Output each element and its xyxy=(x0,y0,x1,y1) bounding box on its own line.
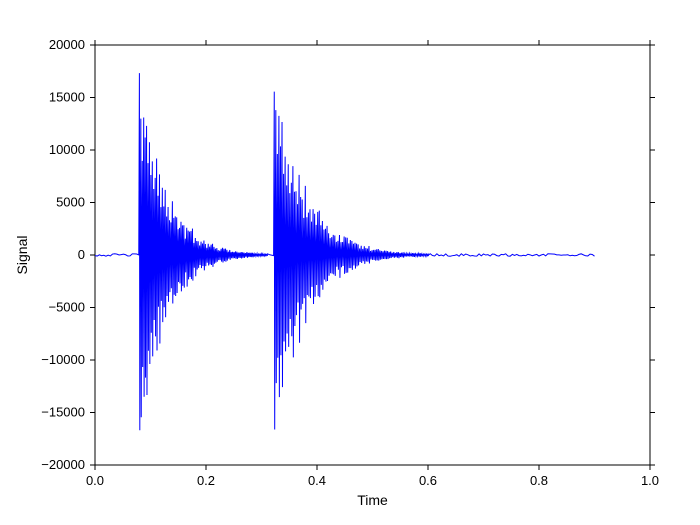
x-axis-label: Time xyxy=(357,492,388,508)
x-tick-label: 1.0 xyxy=(641,473,659,488)
x-tick-label: 0.6 xyxy=(419,473,437,488)
y-axis-label: Signal xyxy=(14,236,30,275)
x-tick-label: 0.4 xyxy=(308,473,326,488)
x-tick-label: 0.0 xyxy=(86,473,104,488)
signal-trace xyxy=(95,73,595,430)
y-tick-label: −10000 xyxy=(41,352,85,367)
y-tick-label: −5000 xyxy=(48,300,85,315)
x-tick-label: 0.8 xyxy=(530,473,548,488)
y-tick-label: 15000 xyxy=(49,90,85,105)
x-tick-label: 0.2 xyxy=(197,473,215,488)
y-tick-label: 10000 xyxy=(49,142,85,157)
y-tick-label: 20000 xyxy=(49,37,85,52)
y-tick-label: −15000 xyxy=(41,405,85,420)
y-tick-label: 0 xyxy=(78,247,85,262)
y-tick-label: 5000 xyxy=(56,195,85,210)
chart-container: 0.0 0.2 0.4 0.6 0.8 1.0 −20000 −15000 −10000 −500… xyxy=(0,0,700,525)
signal-chart: 0.0 0.2 0.4 0.6 0.8 1.0 −20000 −15000 −10000 −500… xyxy=(0,0,700,525)
y-tick-label: −20000 xyxy=(41,457,85,472)
